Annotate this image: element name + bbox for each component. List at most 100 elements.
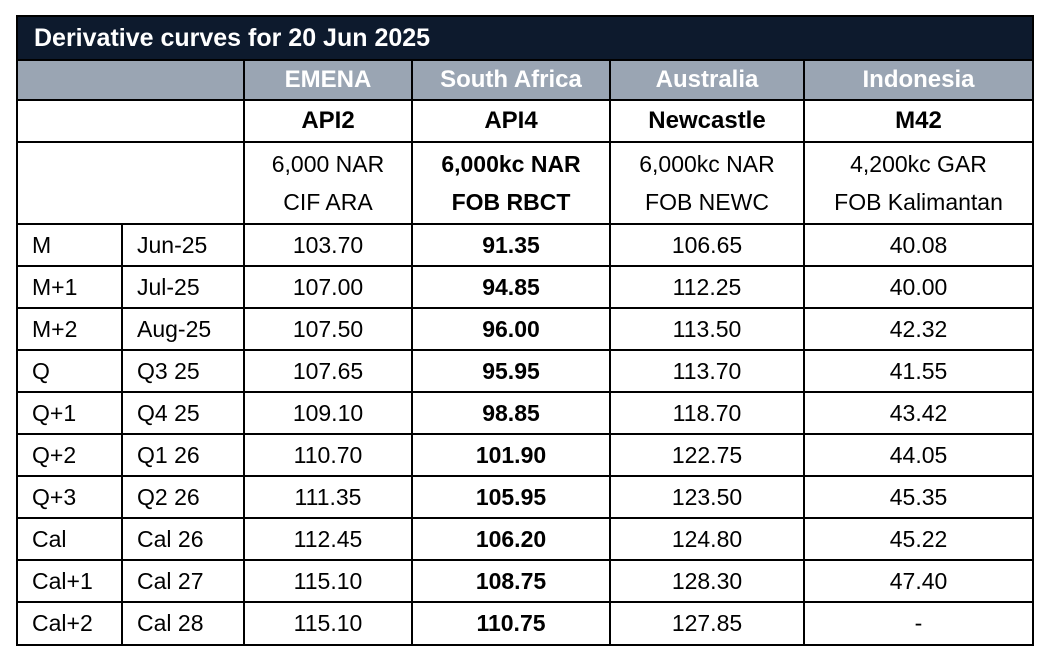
spec-australia: 6,000kc NAR FOB NEWC [610,142,805,225]
tenor-cell: M [18,224,123,267]
api2-value-cell: 103.70 [244,224,413,267]
spec-blank [18,142,245,225]
title-row: Derivative curves for 20 Jun 2025 [18,17,1033,61]
table-row: Q+2 Q1 26 110.70 101.90 122.75 44.05 [18,434,1033,477]
spec-line-1: 6,000kc NAR [639,151,775,177]
spec-line-1: 6,000 NAR [271,151,385,177]
spec-line-1: 6,000kc NAR [441,151,581,177]
api2-value-cell: 111.35 [244,476,413,519]
index-code-blank [18,100,245,143]
newcastle-value-cell: 113.70 [610,350,805,393]
region-header-indonesia: Indonesia [804,60,1033,101]
m42-value-cell: - [914,610,923,636]
curves-table: Derivative curves for 20 Jun 2025 EMENA … [18,17,1033,644]
table-row: Q Q3 25 107.65 95.95 113.70 41.55 [18,350,1033,393]
spec-line-2: CIF ARA [283,189,373,215]
period-cell: Q4 25 [122,392,245,435]
period-cell: Cal 28 [122,602,245,644]
api4-value-cell: 108.75 [412,560,611,603]
newcastle-value-cell: 113.50 [610,308,805,351]
newcastle-value-cell: 122.75 [610,434,805,477]
spec-line-2: FOB RBCT [451,189,571,215]
table-row: Cal Cal 26 112.45 106.20 124.80 45.22 [18,518,1033,561]
tenor-cell: M+1 [18,266,123,309]
spec-emena: 6,000 NAR CIF ARA [244,142,413,225]
api4-value-cell: 91.35 [412,224,611,267]
region-header-australia: Australia [610,60,805,101]
tenor-cell: Q+1 [18,392,123,435]
api4-value-cell: 101.90 [412,434,611,477]
newcastle-value-cell: 112.25 [610,266,805,309]
newcastle-value-cell: 124.80 [610,518,805,561]
spec-south-africa: 6,000kc NAR FOB RBCT [412,142,611,225]
spec-line-1: 4,200kc GAR [850,151,987,177]
api4-value-cell: 94.85 [412,266,611,309]
period-cell: Cal 26 [122,518,245,561]
api2-value-cell: 107.65 [244,350,413,393]
period-cell: Aug-25 [122,308,245,351]
period-cell: Q2 26 [122,476,245,519]
m42-value-cell: 40.08 [804,224,1033,267]
table-title: Derivative curves for 20 Jun 2025 [18,17,1033,61]
newcastle-value-cell: 123.50 [610,476,805,519]
period-cell: Q1 26 [122,434,245,477]
tenor-cell: Cal+2 [18,602,123,644]
tenor-cell: Q+2 [18,434,123,477]
tenor-cell: Cal+1 [18,560,123,603]
tenor-cell: Q+3 [18,476,123,519]
spec-line-2: FOB Kalimantan [834,189,1003,215]
m42-value-cell: 40.00 [804,266,1033,309]
table-row: M+2 Aug-25 107.50 96.00 113.50 42.32 [18,308,1033,351]
spec-indonesia: 4,200kc GAR FOB Kalimantan [804,142,1033,225]
region-header-south-africa: South Africa [412,60,611,101]
period-cell: Jun-25 [122,224,245,267]
newcastle-value-cell: 106.65 [610,224,805,267]
m42-value-cell: 44.05 [804,434,1033,477]
table-row: Q+1 Q4 25 109.10 98.85 118.70 43.42 [18,392,1033,435]
api2-value-cell: 107.00 [244,266,413,309]
m42-value-cell: 47.40 [804,560,1033,603]
api4-value-cell: 98.85 [412,392,611,435]
region-header-emena: EMENA [244,60,413,101]
tenor-cell: Cal [18,518,123,561]
derivative-curves-table: Derivative curves for 20 Jun 2025 EMENA … [16,15,1034,646]
m42-value-cell: 45.35 [804,476,1033,519]
api4-value-cell: 105.95 [412,476,611,519]
api2-value-cell: 115.10 [244,560,413,603]
m42-value-cell: 41.55 [804,350,1033,393]
api4-value-cell: 95.95 [412,350,611,393]
index-code-api2: API2 [244,100,413,143]
api4-value-cell: 96.00 [412,308,611,351]
m42-value-cell: 43.42 [804,392,1033,435]
spec-line-2: FOB NEWC [645,189,769,215]
m42-value-cell: 45.22 [804,518,1033,561]
spec-row: 6,000 NAR CIF ARA 6,000kc NAR FOB RBCT 6… [18,142,1033,225]
newcastle-value-cell: 128.30 [610,560,805,603]
region-header-row: EMENA South Africa Australia Indonesia [18,60,1033,101]
table-row: Cal+2 Cal 28 115.10 110.75 127.85 - [18,602,1032,644]
table-row: Q+3 Q2 26 111.35 105.95 123.50 45.35 [18,476,1033,519]
newcastle-value-cell: 127.85 [610,602,805,644]
period-cell: Jul-25 [122,266,245,309]
api2-value-cell: 110.70 [244,434,413,477]
index-code-row: API2 API4 Newcastle M42 [18,100,1033,143]
table-row: M+1 Jul-25 107.00 94.85 112.25 40.00 [18,266,1033,309]
newcastle-value-cell: 118.70 [610,392,805,435]
tenor-cell: M+2 [18,308,123,351]
tenor-cell: Q [18,350,123,393]
period-cell: Cal 27 [122,560,245,603]
index-code-m42: M42 [804,100,1033,143]
api4-value-cell: 110.75 [412,602,611,644]
m42-value-cell: 42.32 [804,308,1033,351]
index-code-api4: API4 [412,100,611,143]
period-cell: Q3 25 [122,350,245,393]
api4-value-cell: 106.20 [412,518,611,561]
api2-value-cell: 109.10 [244,392,413,435]
table-row: M Jun-25 103.70 91.35 106.65 40.08 [18,224,1033,267]
api2-value-cell: 112.45 [244,518,413,561]
api2-value-cell: 115.10 [244,602,413,644]
api2-value-cell: 107.50 [244,308,413,351]
region-header-blank [18,60,245,101]
index-code-newcastle: Newcastle [610,100,805,143]
table-row: Cal+1 Cal 27 115.10 108.75 128.30 47.40 [18,560,1033,603]
